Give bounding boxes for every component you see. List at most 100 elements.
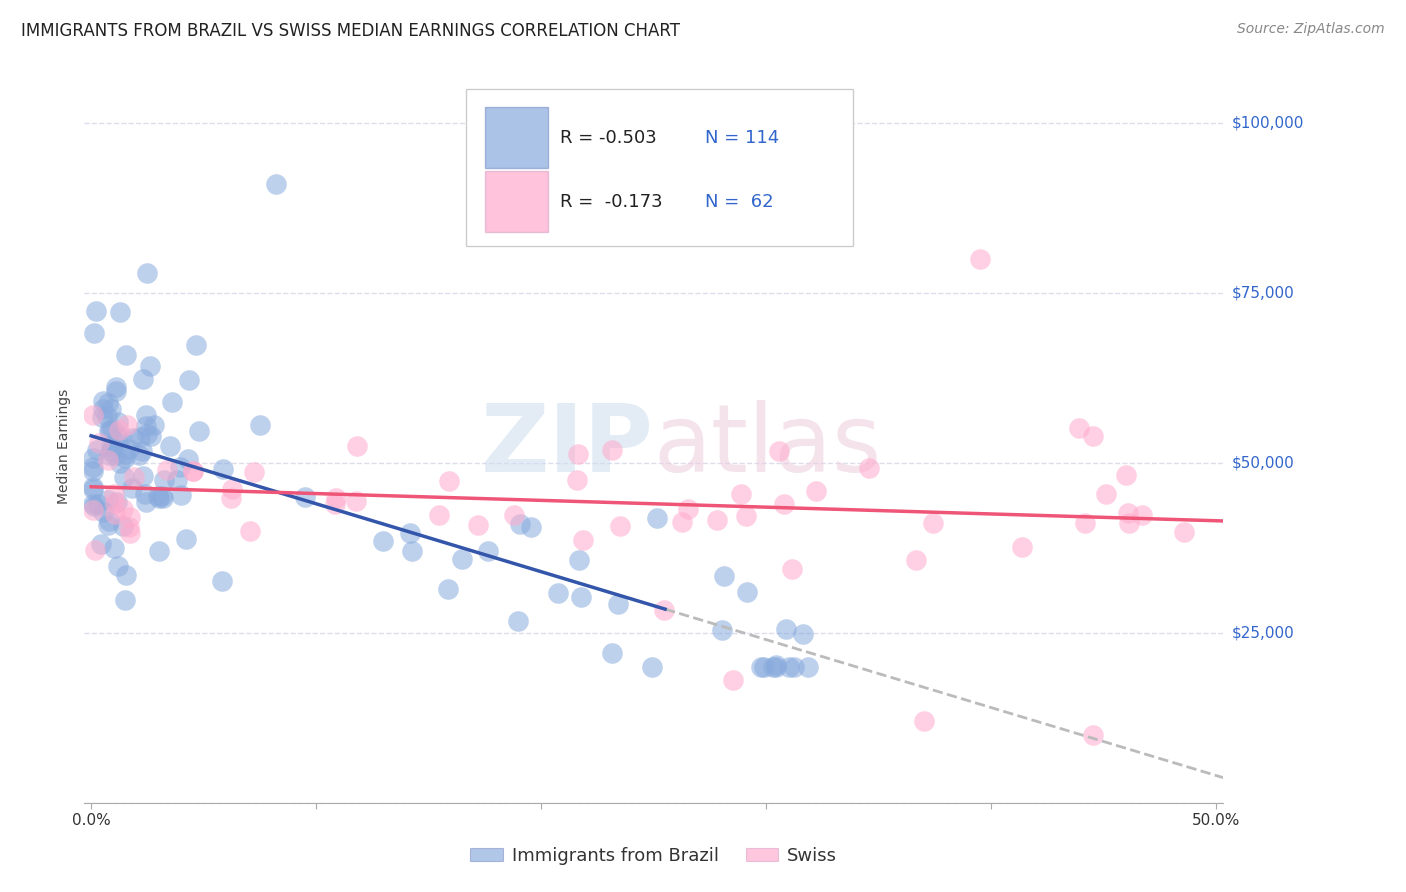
Point (101, 422, 124, 436)
Point (139, 359, 162, 374)
Point (346, 439, 368, 453)
Point (179, 373, 201, 387)
Point (188, 424, 211, 438)
Point (114, 451, 136, 466)
Point (569, 591, 592, 605)
Point (804, 483, 827, 498)
Text: R = -0.503: R = -0.503 (561, 128, 657, 146)
Point (922, 516, 945, 530)
Point (775, 622, 797, 636)
Point (104, 448, 127, 462)
Point (159, 439, 181, 453)
Point (82, 482, 104, 496)
Point (571, 533, 593, 548)
Point (752, 660, 775, 674)
Point (600, 443, 623, 458)
Point (108, 423, 131, 437)
Point (96, 409, 118, 424)
Point (103, 436, 125, 450)
Point (82, 460, 104, 475)
Point (1069, 421, 1091, 435)
Point (96, 395, 118, 409)
Point (641, 660, 664, 674)
Point (765, 657, 787, 672)
Point (567, 447, 589, 461)
Point (762, 660, 785, 674)
Point (141, 428, 163, 442)
Point (105, 494, 128, 508)
Point (721, 673, 744, 688)
Point (547, 586, 569, 600)
Point (1116, 506, 1139, 520)
Point (437, 474, 460, 488)
Point (912, 714, 935, 729)
Point (98, 424, 121, 438)
Point (112, 469, 135, 483)
Point (107, 431, 129, 445)
FancyBboxPatch shape (465, 89, 853, 246)
Point (735, 585, 758, 599)
Point (91, 410, 114, 425)
Point (111, 501, 134, 516)
Point (132, 372, 155, 386)
Point (451, 552, 474, 566)
Point (503, 508, 526, 523)
Text: R =  -0.173: R = -0.173 (561, 193, 664, 211)
Point (609, 518, 631, 533)
Point (645, 511, 668, 525)
Point (97, 518, 120, 533)
Point (108, 456, 131, 470)
Point (177, 451, 200, 466)
Text: $25,000: $25,000 (1232, 625, 1295, 640)
Point (129, 430, 152, 444)
Point (467, 518, 489, 533)
Point (100, 444, 122, 458)
Point (131, 443, 153, 458)
Point (100, 439, 122, 453)
Text: $50,000: $50,000 (1232, 456, 1295, 470)
Point (211, 461, 233, 475)
Point (1081, 728, 1104, 742)
Point (221, 491, 243, 505)
Point (1011, 541, 1033, 555)
Point (243, 466, 266, 480)
Point (110, 430, 132, 444)
Point (398, 525, 420, 540)
Point (114, 447, 136, 461)
Text: IMMIGRANTS FROM BRAZIL VS SWISS MEDIAN EARNINGS CORRELATION CHART: IMMIGRANTS FROM BRAZIL VS SWISS MEDIAN E… (21, 22, 681, 40)
Point (792, 627, 814, 641)
Point (735, 508, 758, 523)
Text: ZIP: ZIP (481, 400, 654, 492)
Point (508, 517, 530, 532)
Point (706, 513, 728, 527)
Text: N = 114: N = 114 (704, 128, 779, 146)
Point (1118, 516, 1140, 530)
Point (98, 448, 121, 462)
Point (107, 559, 129, 574)
Text: Source: ZipAtlas.com: Source: ZipAtlas.com (1237, 22, 1385, 37)
Point (121, 481, 143, 495)
Point (427, 508, 450, 522)
Point (606, 597, 628, 611)
Point (115, 568, 138, 582)
Point (82, 479, 104, 493)
Point (671, 516, 693, 530)
Text: atlas: atlas (654, 400, 882, 492)
Point (519, 519, 541, 533)
Point (120, 526, 142, 541)
Point (91, 505, 114, 519)
Point (181, 463, 204, 477)
Point (150, 488, 173, 502)
Point (904, 552, 927, 566)
Point (1073, 516, 1095, 531)
Point (103, 495, 125, 509)
Point (82, 464, 104, 478)
Point (184, 338, 207, 352)
Point (477, 544, 499, 558)
Point (108, 304, 131, 318)
Point (778, 660, 800, 674)
Point (371, 533, 394, 548)
Point (170, 488, 193, 502)
Point (166, 473, 188, 487)
Point (91, 394, 114, 409)
